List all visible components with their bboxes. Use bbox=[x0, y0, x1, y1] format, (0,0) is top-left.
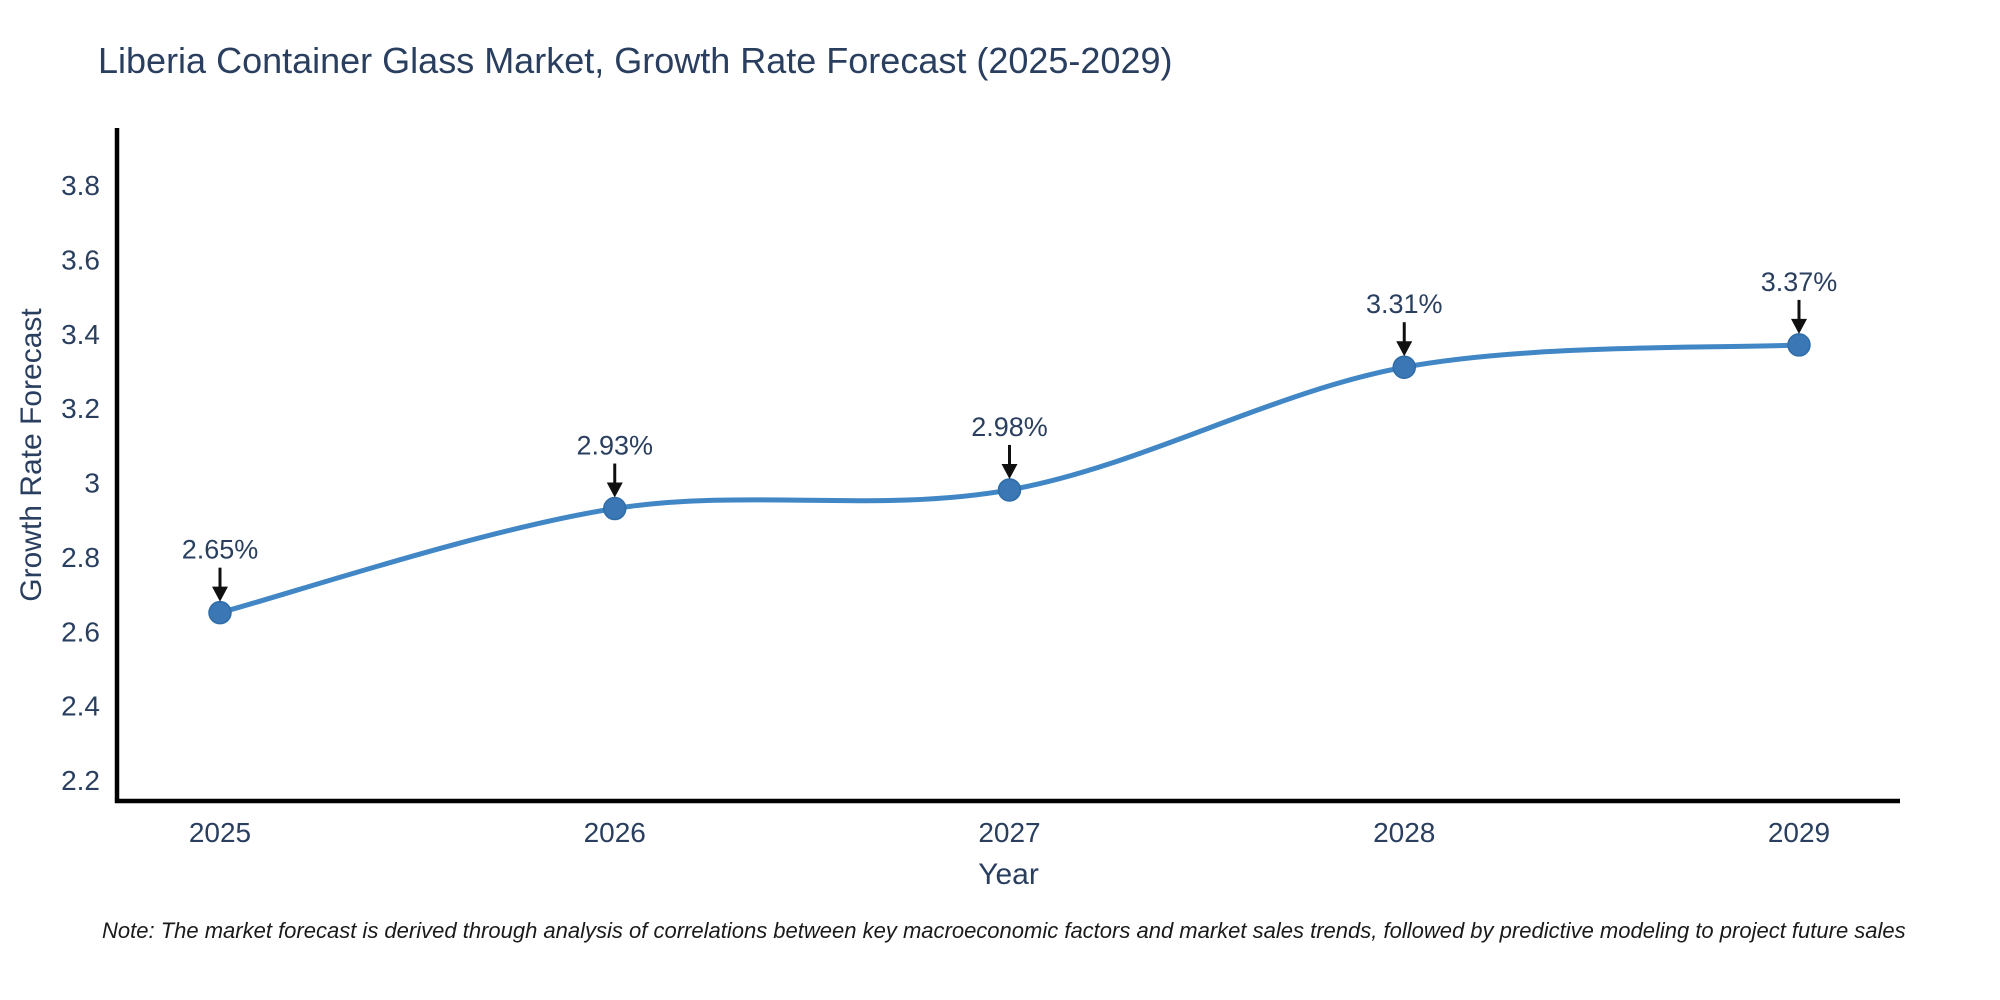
data-point-marker[interactable] bbox=[1392, 355, 1416, 379]
plot-area[interactable]: 2.2 2.4 2.6 2.8 3 3.2 3.4 3.6 3.8 2025 2026 2027 202… bbox=[0, 0, 2000, 940]
y-axis-title: Growth Rate Forecast bbox=[15, 308, 48, 602]
y-tick-label: 3 bbox=[84, 468, 100, 499]
x-tick-label: 2028 bbox=[1373, 817, 1435, 848]
footnote: Note: The market forecast is derived thr… bbox=[102, 918, 1906, 943]
data-point-marker[interactable] bbox=[1787, 333, 1811, 357]
x-tick-label: 2029 bbox=[1768, 817, 1830, 848]
y-tick-label: 2.2 bbox=[61, 765, 100, 796]
point-annotation: 2.65% bbox=[182, 535, 259, 565]
axis-spines bbox=[114, 128, 1900, 804]
x-tick-label: 2027 bbox=[978, 817, 1040, 848]
annotation-arrowhead-icon bbox=[212, 586, 228, 602]
point-annotation: 2.98% bbox=[971, 412, 1048, 442]
annotation-arrowhead-icon bbox=[1001, 463, 1018, 479]
data-point-marker[interactable] bbox=[603, 496, 627, 521]
y-tick-label: 3.2 bbox=[61, 393, 100, 424]
y-tick-label: 3.8 bbox=[61, 170, 100, 201]
data-point-marker[interactable] bbox=[997, 478, 1022, 502]
x-tick-label: 2025 bbox=[189, 817, 251, 848]
y-tick-label: 2.6 bbox=[61, 616, 100, 647]
annotation-arrowhead-icon bbox=[1791, 318, 1807, 334]
point-annotation: 3.31% bbox=[1366, 289, 1443, 319]
data-point-marker[interactable] bbox=[208, 600, 232, 625]
chart-title: Liberia Container Glass Market, Growth R… bbox=[98, 40, 1173, 81]
y-tick-label: 2.8 bbox=[61, 542, 100, 573]
x-axis-title: Year bbox=[978, 858, 1039, 891]
point-annotation: 3.37% bbox=[1761, 267, 1838, 297]
y-tick-label: 3.6 bbox=[61, 244, 100, 275]
annotation-arrowhead-icon bbox=[606, 482, 623, 498]
x-tick-label: 2026 bbox=[584, 817, 646, 848]
y-tick-label: 3.4 bbox=[61, 319, 100, 350]
y-tick-label: 2.4 bbox=[61, 691, 100, 722]
point-annotation: 2.93% bbox=[576, 431, 653, 461]
annotation-arrowhead-icon bbox=[1396, 341, 1413, 357]
